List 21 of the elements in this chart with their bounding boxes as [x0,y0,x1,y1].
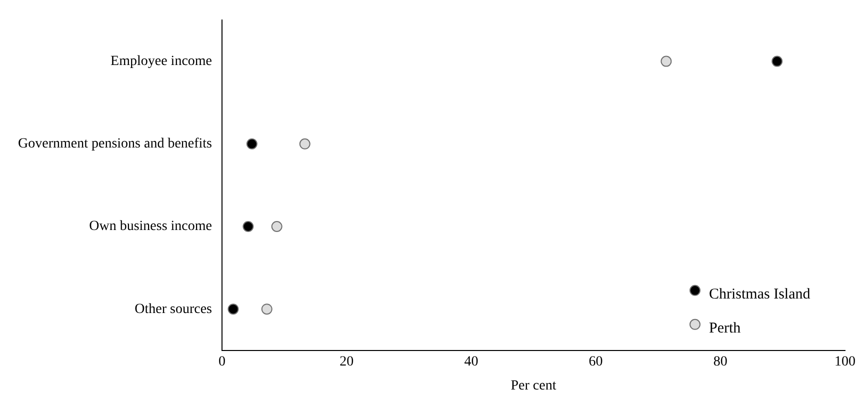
y-tick-label: Other sources [134,302,212,317]
point [772,56,783,67]
point [299,138,310,150]
legend-label: Perth [709,320,742,336]
x-tick-label: 40 [464,354,478,370]
y-tick-label: Employee income [110,54,212,69]
point [242,221,254,232]
x-tick-label: 60 [588,354,603,370]
point [660,56,672,67]
x-tick-label: 20 [340,354,354,370]
y-tick-label: Government pensions and benefits [18,136,212,152]
point [228,304,239,315]
x-tick-label: 100 [834,354,856,370]
x-tick-label: 80 [713,354,728,370]
legend-label: Christmas Island [709,286,811,302]
x-tick-label: 0 [218,354,226,370]
y-tick-label: Own business income [89,219,212,234]
point [271,221,282,232]
point [246,138,258,150]
point [261,304,272,315]
x-axis-title: Per cent [510,378,556,394]
